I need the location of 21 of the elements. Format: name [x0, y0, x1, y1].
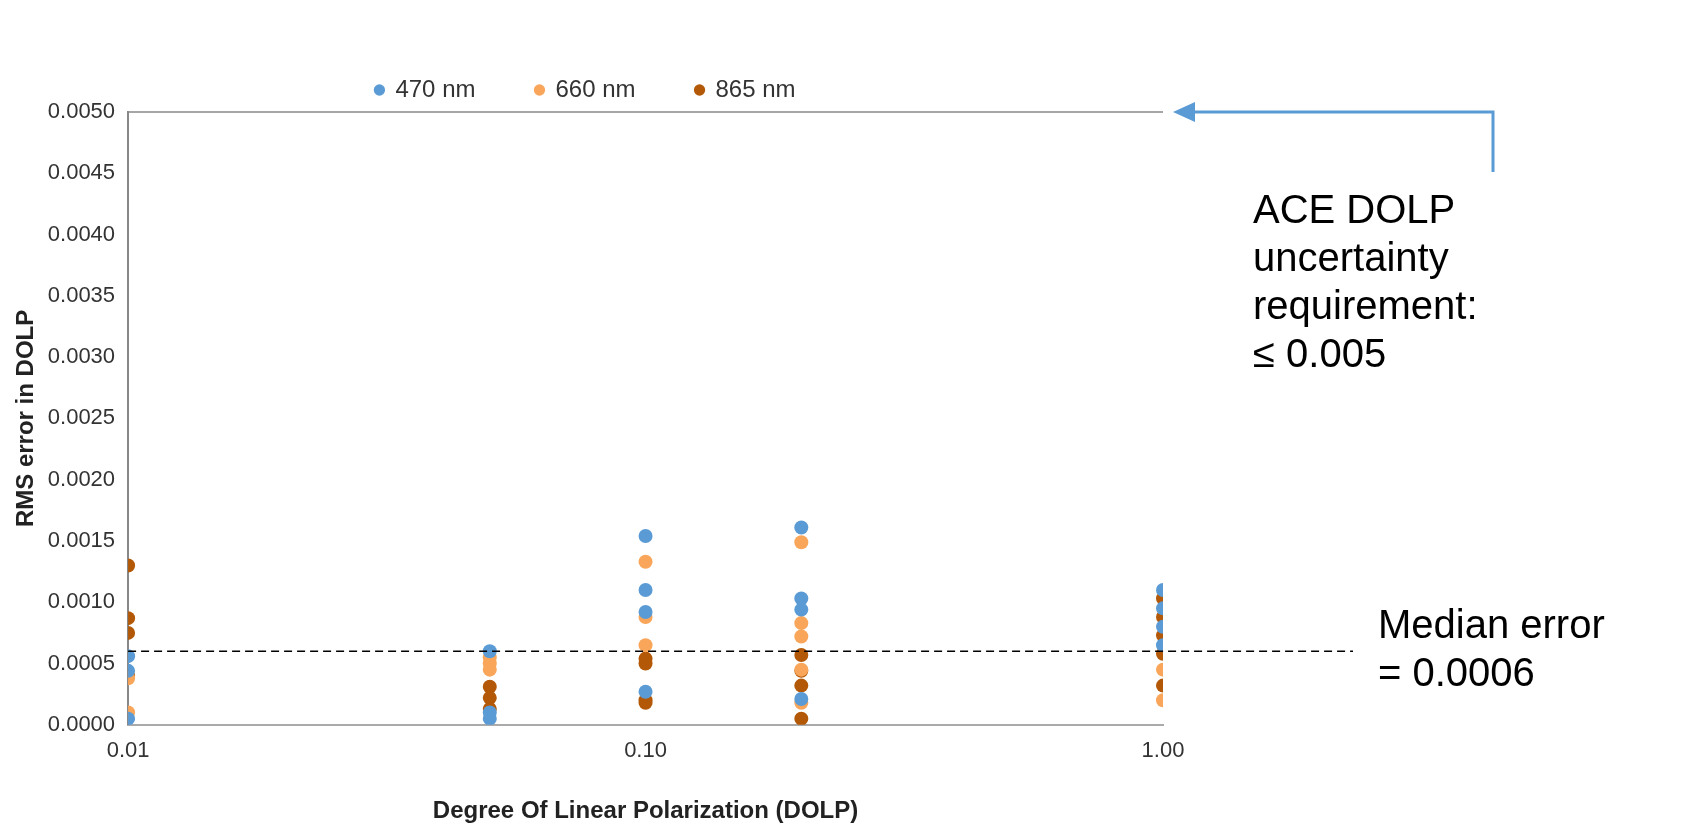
x-tick-label: 1.00 — [1141, 737, 1185, 763]
y-tick-label: 0.0005 — [47, 649, 116, 675]
y-axis-title: RMS error in DOLP — [11, 309, 39, 528]
x-tick-label: 0.10 — [624, 737, 667, 763]
legend-label: 660 nm — [555, 74, 636, 102]
y-tick-label: 0.0020 — [47, 465, 116, 491]
legend-label: 470 nm — [395, 74, 476, 102]
y-tick-label: 0.0050 — [47, 98, 116, 124]
ref-line-label: Median error = 0.0006 — [1378, 602, 1605, 695]
y-tick-label: 0.0035 — [47, 281, 116, 307]
legend-label: 865 nm — [715, 74, 796, 102]
x-axis-title: Degree Of Linear Polarization (DOLP) — [432, 796, 859, 824]
y-tick-label: 0.0010 — [47, 588, 116, 614]
ref-line-label: ACE DOLP uncertainty requirement: ≤ 0.005 — [1253, 187, 1478, 376]
y-tick-label: 0.0030 — [47, 343, 116, 369]
y-tick-label: 0.0040 — [47, 220, 116, 246]
y-tick-label: 0.0025 — [47, 404, 116, 430]
x-tick-label: 0.01 — [106, 737, 150, 763]
y-tick-label: 0.0045 — [47, 159, 116, 185]
y-tick-label: 0.0000 — [47, 710, 116, 736]
y-tick-label: 0.0015 — [47, 527, 116, 553]
